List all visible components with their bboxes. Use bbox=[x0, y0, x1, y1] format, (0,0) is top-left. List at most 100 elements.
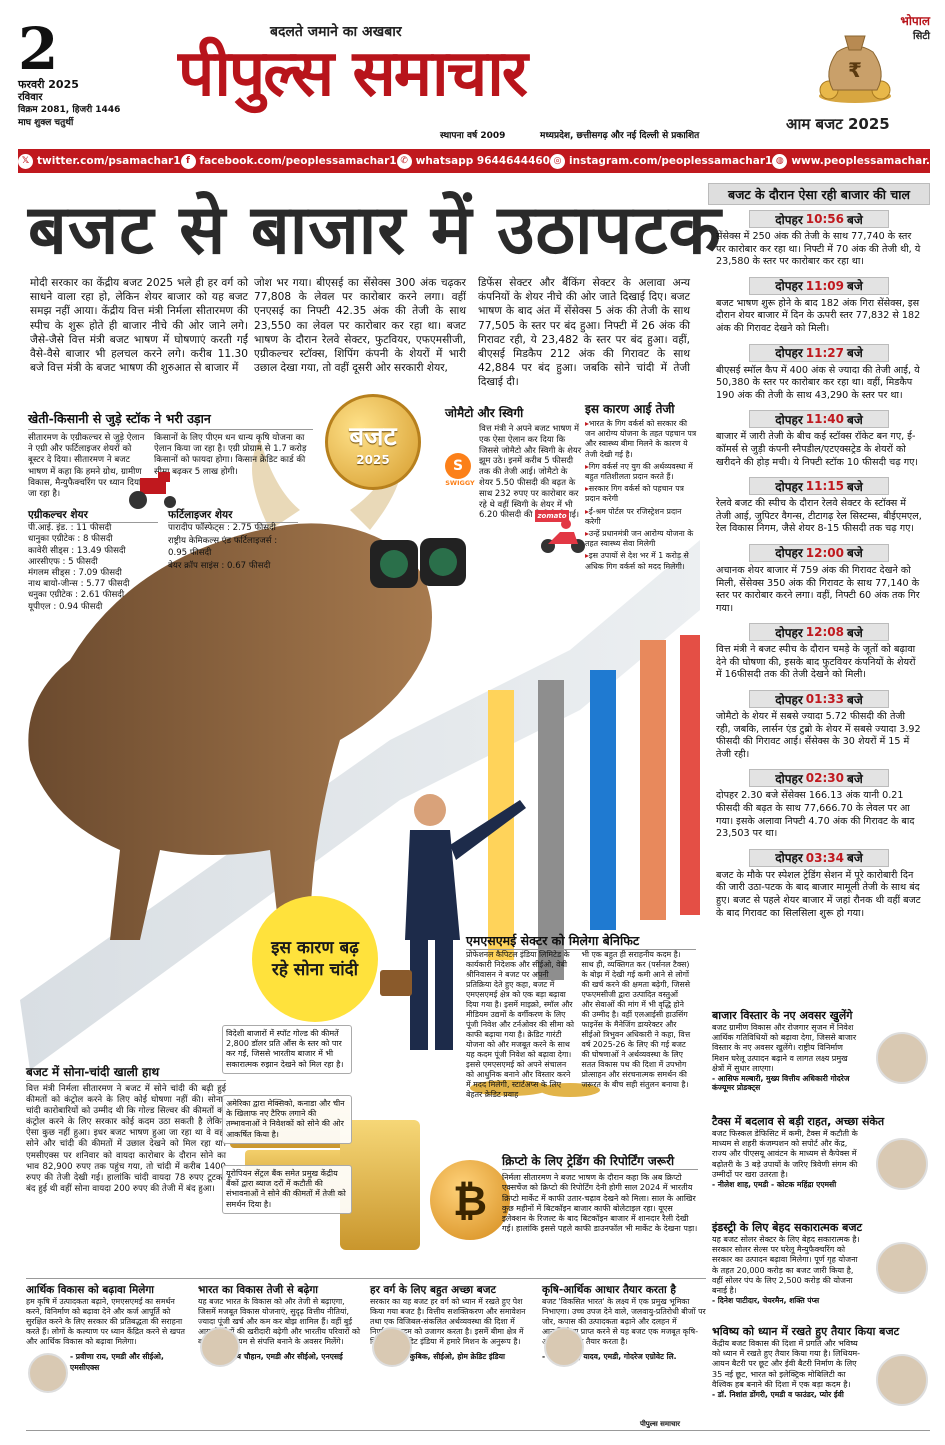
facebook-icon: f bbox=[180, 153, 196, 169]
avatar bbox=[200, 1327, 240, 1367]
reason-item-text: भारत के गिग वर्कर्स को सरकार की जन आरोग्… bbox=[585, 419, 697, 459]
timeline-time-header: दोपहर 10:56 बजे bbox=[749, 210, 889, 228]
instagram-icon: ◎ bbox=[550, 153, 565, 169]
opinion-card: हर वर्ग के लिए बहुत अच्छा बजट सरकार का य… bbox=[370, 1283, 534, 1373]
social-website[interactable]: ◍ www.peoplessamachar.in bbox=[772, 153, 941, 169]
timeline-time-header: दोपहर 11:15 बजे bbox=[749, 477, 889, 496]
reason-item: ▸उन्हें प्रधानमंत्री जन आरोग्य योजना के … bbox=[585, 529, 694, 549]
fert-stocks-title: फर्टिलाइजर शेयर bbox=[168, 508, 298, 524]
reason-item: ▸गिग वर्कर्स नए युग की अर्थव्यवस्था में … bbox=[585, 461, 693, 482]
avatar bbox=[372, 1327, 412, 1367]
opinion-card: आर्थिक विकास को बढ़ावा मिलेगा हम कृषि मे… bbox=[26, 1283, 190, 1393]
timeline-time-header: दोपहर 11:27 बजे bbox=[749, 343, 889, 362]
agri-stock-item: मंगलम सीड्स : 7.09 फीसदी bbox=[28, 568, 122, 579]
timeline-time: 12:08 bbox=[805, 625, 844, 640]
timeline-time: 11:15 bbox=[805, 479, 844, 494]
paper-logo: पीपुल्स समाचार bbox=[178, 37, 528, 111]
swiggy-logo-icon: S bbox=[445, 453, 471, 479]
opinion-card: कृषि-आर्थिक आधार तैयार करता है बजट 'विकस… bbox=[542, 1283, 706, 1373]
timeline-label: दोपहर bbox=[775, 212, 803, 227]
reason-section: इस कारण आई तेजी ▸भारत के गिग वर्कर्स को … bbox=[585, 400, 697, 572]
timeline-label: दोपहर bbox=[775, 479, 803, 494]
social-instagram[interactable]: ◎ instagram.com/peoplessamachar1 bbox=[550, 153, 773, 169]
gold-section: बजट में सोना-चांदी खाली हाथ वित्त मंत्री… bbox=[26, 1063, 226, 1195]
timeline-text: रेलवे बजट की स्पीच के दौरान रेलवे सेक्टर… bbox=[716, 498, 922, 535]
msme-section: एमएसएमई सेक्टर को मिलेगा बेनिफिट bbox=[466, 932, 696, 953]
timeline-suffix: बजे bbox=[847, 546, 863, 561]
fert-stock-item: राष्ट्रीय केमिकल्स एंड फर्टिलाइजर्स : 0.… bbox=[168, 536, 278, 558]
timeline-list: दोपहर 10:56 बजे सेंसेक्स में 250 अंक की तेज… bbox=[708, 210, 930, 920]
timeline-time-header: दोपहर 03:34 बजे bbox=[749, 848, 889, 867]
timeline-label: दोपहर bbox=[775, 546, 803, 561]
date-weekday: रविवार bbox=[18, 92, 43, 103]
gold-reason-box: विदेशी बाजारों में स्पॉट गोल्ड की कीमतें… bbox=[222, 1025, 352, 1074]
opinion-text: यह बजट भारत के विकास को और तेजी से बढ़ाए… bbox=[198, 1297, 361, 1346]
zomato-logo: zomato bbox=[535, 510, 569, 522]
timeline-time: 03:34 bbox=[805, 850, 844, 865]
timeline-item: दोपहर 11:27 बजे बीएसई स्मॉल कैप में 400 अंक… bbox=[708, 343, 930, 403]
timeline-time: 11:09 bbox=[805, 278, 844, 293]
whatsapp-icon: ✆ bbox=[396, 153, 412, 169]
budget-coin-year: 2025 bbox=[356, 453, 390, 467]
delivery-scooter-icon bbox=[541, 519, 585, 553]
right-opinions: बाजार विस्तार के नए अवसर खुलेंगे बजट ग्र… bbox=[712, 1008, 930, 1444]
agri-stock-item: यूपीएल : 0.94 फीसदी bbox=[28, 601, 103, 612]
msme-text-left: प्रोफेशनल कैपिटल इंडिया लिमिटेड के कार्य… bbox=[466, 950, 574, 1099]
opinion-card: बाजार विस्तार के नए अवसर खुलेंगे बजट ग्र… bbox=[712, 1008, 930, 1108]
timeline-item: दोपहर 11:09 बजे बजट भाषण शुरू होने के बाद 1… bbox=[708, 276, 930, 336]
timeline-label: दोपहर bbox=[775, 412, 803, 427]
city-label: भोपाल सिटी bbox=[860, 14, 930, 44]
agri-stock-item: कावेरी सीड्स : 13.49 फीसदी bbox=[28, 545, 126, 556]
budget-coin-title: बजट bbox=[349, 422, 397, 452]
social-whatsapp[interactable]: ✆ whatsapp 9644644460 bbox=[396, 153, 550, 169]
opinion-text: बजट 'विकसित भारत' के लक्ष्य में एक प्रमु… bbox=[542, 1297, 706, 1346]
crypto-title: क्रिप्टो के लिए ट्रेडिंग की रिपोर्टिंग ज… bbox=[502, 1152, 698, 1170]
opinion-author: - प्रवीणा राय, एमडी और सीईओ, एमसीएक्स bbox=[70, 1352, 164, 1373]
timeline-suffix: बजे bbox=[847, 692, 863, 707]
social-whatsapp-text: whatsapp 9644644460 bbox=[415, 155, 550, 167]
reason-item: ▸इस उपायों से देश भर में 1 करोड़ से अधिक… bbox=[585, 551, 689, 571]
fert-stock-item: पारादीप फॉस्फेट्स : 2.75 फीसदी bbox=[168, 523, 276, 534]
main-headline: बजट से बाजार में उठापटक bbox=[28, 191, 722, 270]
timeline-time-header: दोपहर 02:30 बजे bbox=[749, 769, 889, 788]
reason-item-text: उन्हें प्रधानमंत्री जन आरोग्य योजना के त… bbox=[585, 529, 694, 549]
timeline-item: दोपहर 02:30 बजे दोपहर 2.30 बजे सेंसेक्स 166… bbox=[708, 769, 930, 840]
opinion-text: हम कृषि में उत्पादकता बढ़ाने, एमएसएमई का… bbox=[26, 1297, 185, 1346]
reason-item: ▸भारत के गिग वर्कर्स को सरकार की जन आरोग… bbox=[585, 419, 697, 459]
credit: पीपुल्स समाचार bbox=[640, 1420, 681, 1428]
timeline-label: दोपहर bbox=[775, 692, 803, 707]
gold-reason-text: यूरोपियन सेंट्रल बैंक समेत प्रमुख केंद्र… bbox=[226, 1169, 346, 1209]
timeline-label: दोपहर bbox=[775, 851, 803, 866]
social-instagram-text: instagram.com/peoplessamachar1 bbox=[569, 155, 773, 167]
timeline-time-header: दोपहर 11:09 बजे bbox=[749, 276, 889, 295]
gold-silver-bubble: इस कारण बढ़ रहे सोना चांदी bbox=[252, 896, 378, 1022]
msme-body: प्रोफेशनल कैपिटल इंडिया लिमिटेड के कार्य… bbox=[466, 950, 691, 1100]
tagline: बदलते जमाने का अखबार bbox=[270, 24, 402, 40]
established-year: स्थापना वर्ष 2009 bbox=[440, 131, 506, 141]
gold-reason-box: यूरोपियन सेंट्रल बैंक समेत प्रमुख केंद्र… bbox=[222, 1165, 352, 1214]
fert-stock-item: बेयर क्रॉप साइंस : 0.67 फीसदी bbox=[168, 560, 271, 571]
reason-title: इस कारण आई तेजी bbox=[585, 402, 675, 416]
avatar bbox=[876, 1138, 928, 1190]
opinion-title: बाजार विस्तार के नए अवसर खुलेंगे bbox=[712, 1009, 853, 1022]
timeline-text: जोमैटो के शेयर में सबसे ज्यादा 5.72 फीसद… bbox=[716, 711, 921, 760]
timeline-suffix: बजे bbox=[847, 412, 863, 427]
opinion-author: - डॉ. निशांत डोंगरी, एमडी व फाउंडर, प्यो… bbox=[712, 1390, 844, 1400]
social-website-text: www.peoplessamachar.in bbox=[791, 155, 941, 167]
gold-reason-box: अमेरिका द्वारा मेक्सिको, कनाडा और चीन के… bbox=[222, 1095, 352, 1144]
opinion-text: सरकार का यह बजट हर वर्ग को ध्यान में रखत… bbox=[370, 1297, 526, 1346]
social-facebook[interactable]: f facebook.com/peoplessamachar1 bbox=[180, 153, 397, 169]
swiggy-logo-text: SWIGGY bbox=[445, 479, 475, 487]
agri-stock-item: धनुका एग्रीटेक : 2.61 फीसदी bbox=[28, 590, 125, 601]
timeline-label: दोपहर bbox=[775, 625, 803, 640]
timeline-item: दोपहर 12:08 बजे वित्त मंत्री ने बजट स्पीच क… bbox=[708, 623, 930, 682]
globe-icon: ◍ bbox=[772, 153, 788, 169]
timeline-text: अचानक शेयर बाजार में 759 अंक की गिरावट द… bbox=[716, 564, 920, 614]
tractor-icon bbox=[129, 472, 176, 509]
zomato-text: वित्त मंत्री ने अपने बजट भाषण में एक ऐसा… bbox=[479, 423, 582, 520]
opinion-author: - आशीष चौहान, एमडी और सीईओ, एनएसई bbox=[216, 1352, 343, 1361]
timeline-suffix: बजे bbox=[847, 346, 863, 361]
timeline-label: दोपहर bbox=[775, 771, 803, 786]
